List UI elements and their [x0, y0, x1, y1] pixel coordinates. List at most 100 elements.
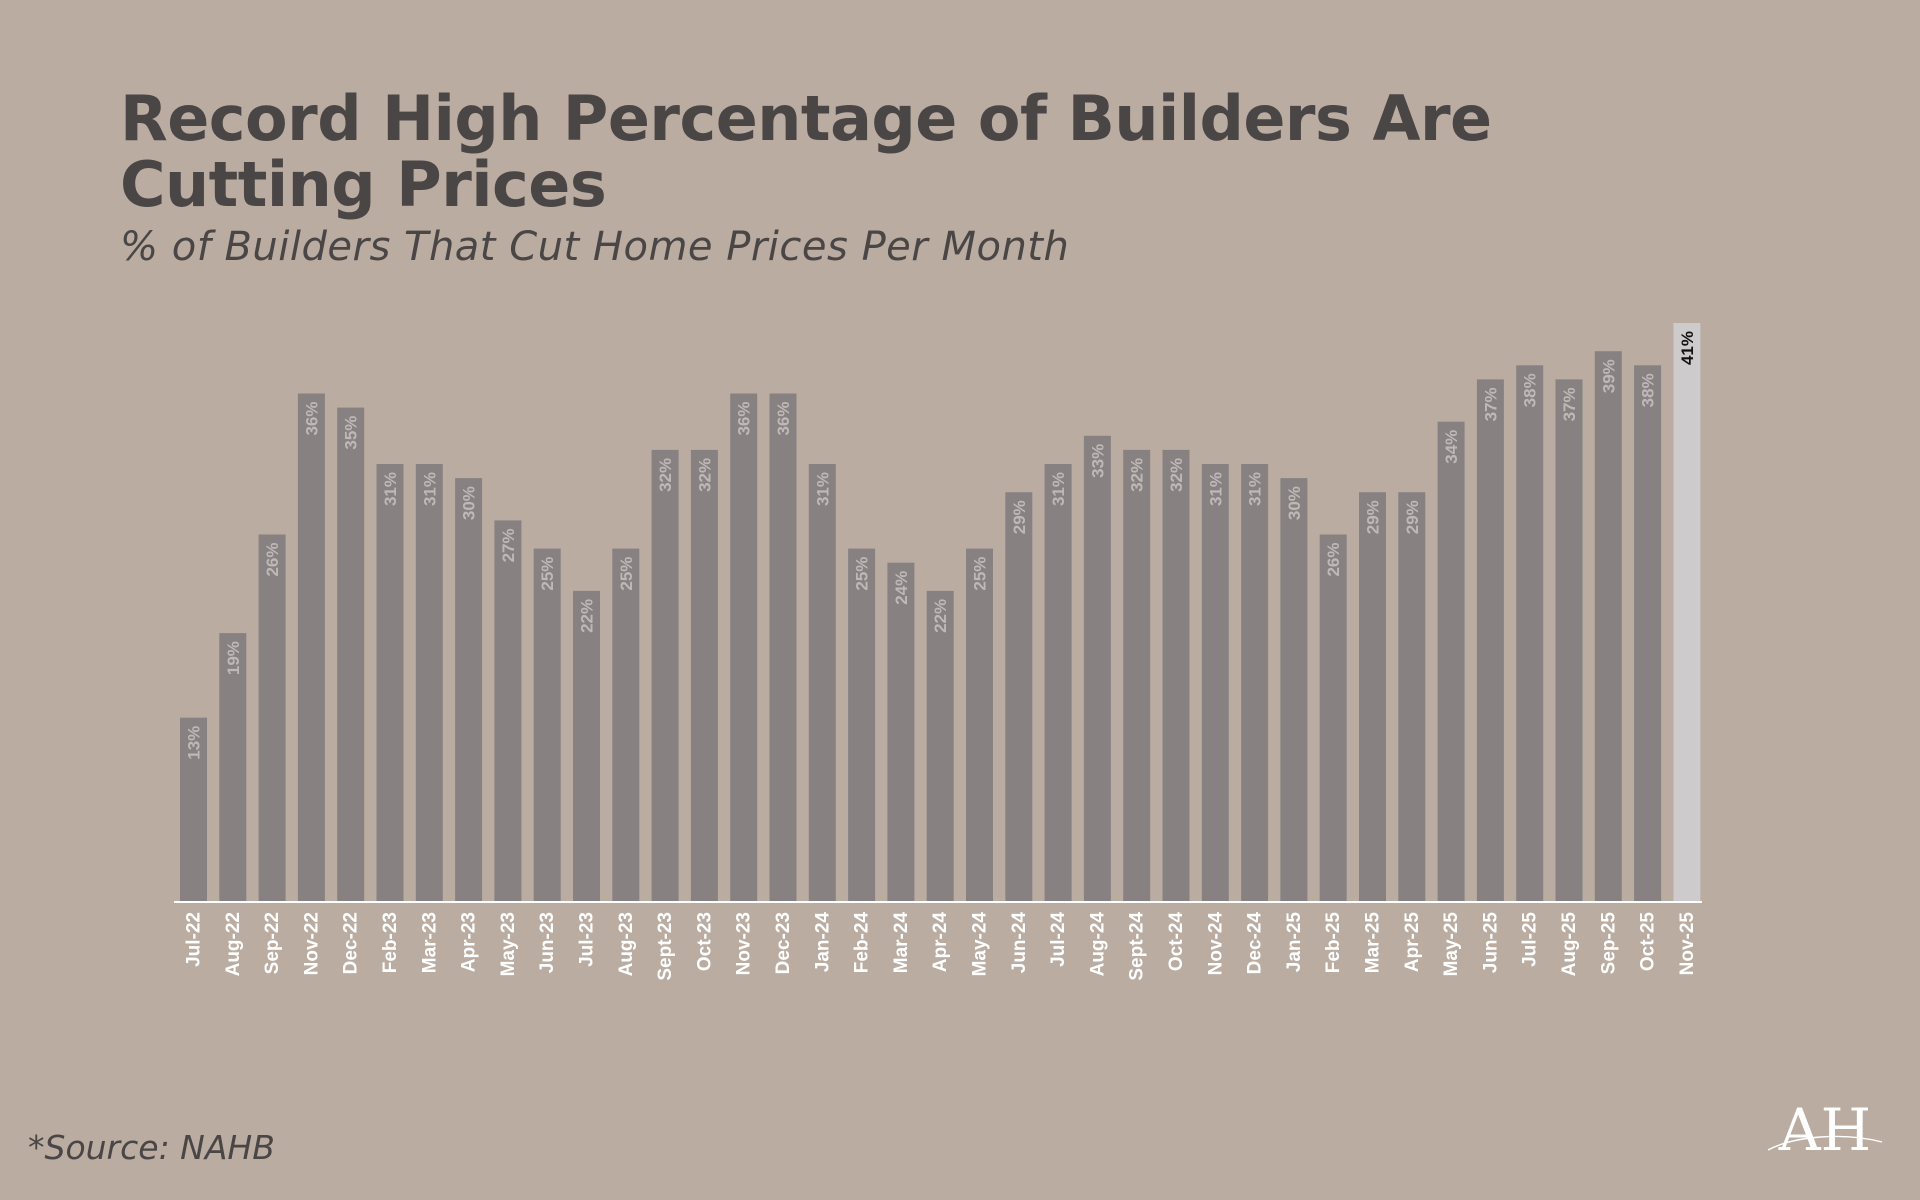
- x-tick-label: Oct-23: [694, 912, 715, 971]
- x-tick-label: Jul-25: [1520, 912, 1541, 967]
- x-tick-label: Mar-23: [419, 912, 440, 973]
- bar-value-label: 38%: [1639, 373, 1658, 407]
- x-tick-label: Nov-25: [1677, 912, 1698, 976]
- bar-value-label: 31%: [1049, 472, 1068, 506]
- bar-jan-25: [1280, 478, 1308, 901]
- bar-value-label: 22%: [931, 599, 950, 633]
- bar-value-label: 31%: [813, 472, 832, 506]
- brand-logo: AH: [1767, 1096, 1883, 1160]
- x-tick-label: Apr-23: [459, 912, 480, 972]
- bar-value-label: 32%: [1128, 458, 1147, 492]
- x-tick-label: Sept-23: [655, 912, 676, 981]
- bar-value-label: 36%: [302, 402, 321, 436]
- x-tick-label: May-23: [498, 912, 519, 976]
- bar-value-label: 32%: [695, 458, 714, 492]
- bar-value-label: 32%: [1167, 458, 1186, 492]
- logo-lettering: AH: [1778, 1096, 1871, 1160]
- bar-jun-25: [1476, 379, 1504, 901]
- bar-value-label: 25%: [971, 557, 990, 591]
- bar-mar-24: [887, 562, 915, 901]
- x-tick-label: Jun-25: [1480, 912, 1501, 974]
- x-tick-label: Aug-23: [616, 912, 637, 976]
- bar-value-label: 30%: [1285, 486, 1304, 520]
- bar-jul-23: [573, 590, 600, 901]
- logo-flourish: [1767, 1135, 1883, 1151]
- bar-mar-23: [415, 464, 443, 901]
- bar-value-label: 38%: [1521, 373, 1540, 407]
- bar-value-label: 22%: [578, 599, 597, 633]
- bar-nov-24: [1201, 464, 1229, 901]
- bar-may-24: [966, 548, 993, 901]
- bar-value-label: 25%: [538, 557, 557, 591]
- x-tick-label: Sept-24: [1127, 912, 1148, 981]
- bar-aug-23: [612, 548, 640, 901]
- x-tick-label: Jun-23: [537, 912, 558, 973]
- x-tick-label: Sep-22: [262, 912, 283, 974]
- x-tick-label: May-25: [1441, 912, 1462, 977]
- bar-jul-22: [180, 717, 207, 901]
- x-tick-label: Aug-24: [1087, 912, 1108, 977]
- bar-value-label: 37%: [1481, 387, 1500, 421]
- bar-value-label: 30%: [460, 486, 479, 520]
- chart-title: Record High Percentage of Builders Are C…: [120, 82, 1492, 221]
- bar-dec-24: [1241, 464, 1269, 901]
- bar-oct-25: [1634, 365, 1662, 901]
- x-tick-label: Dec-23: [773, 912, 794, 974]
- bar-sep-22: [258, 534, 286, 901]
- x-tick-label: Aug-22: [223, 912, 244, 976]
- x-tick-label: Jul-24: [1048, 912, 1069, 967]
- bar-dec-23: [769, 393, 797, 901]
- bars-group: [180, 323, 1701, 901]
- bar-labels-group: 13% 19% 26% 36% 35% 31% 31% 30% 27% 25% 22% 25% 32% 3…: [185, 331, 1697, 760]
- bar-value-label: 31%: [381, 472, 400, 506]
- x-tick-label: Nov-24: [1205, 912, 1226, 976]
- x-tick-label: Feb-24: [852, 912, 873, 974]
- x-tick-label: Aug-25: [1559, 912, 1580, 977]
- bar-jul-24: [1044, 464, 1072, 901]
- x-tick-label: Jan-24: [812, 912, 833, 973]
- bar-oct-23: [690, 449, 718, 901]
- bar-apr-25: [1398, 492, 1426, 901]
- x-tick-label: Feb-23: [380, 912, 401, 973]
- x-tick-label: Jul-22: [184, 912, 205, 967]
- x-tick-label: Apr-25: [1402, 912, 1423, 973]
- bar-aug-22: [219, 633, 247, 901]
- x-tick-labels-group: Jul-22 Aug-22 Sep-22 Nov-22 Dec-22 Feb-23 Mar-…: [184, 912, 1698, 981]
- source-note: *Source: NAHB: [28, 1128, 275, 1167]
- bar-aug-25: [1555, 379, 1583, 901]
- x-tick-label: Mar-25: [1363, 912, 1384, 974]
- bar-sept-24: [1123, 449, 1151, 901]
- bar-value-label: 31%: [420, 472, 439, 506]
- chart-subtitle: % of Builders That Cut Home Prices Per M…: [120, 224, 1070, 270]
- x-tick-label: Jan-25: [1284, 912, 1305, 973]
- bar-apr-23: [455, 478, 483, 901]
- bar-value-label: 41%: [1678, 331, 1697, 365]
- bar-aug-24: [1083, 435, 1111, 901]
- bar-nov-22: [297, 393, 325, 901]
- bar-value-label: 25%: [617, 557, 636, 591]
- bar-value-label: 36%: [735, 402, 754, 436]
- bar-feb-23: [376, 464, 404, 901]
- bar-nov-23: [730, 393, 758, 901]
- x-tick-label: Jul-23: [577, 912, 598, 967]
- bar-value-label: 34%: [1442, 430, 1461, 464]
- x-tick-label: Jun-24: [1009, 912, 1030, 974]
- bar-jun-24: [1005, 492, 1033, 901]
- bar-value-label: 24%: [892, 571, 911, 605]
- x-tick-label: May-24: [970, 912, 991, 977]
- bar-value-label: 25%: [853, 557, 872, 591]
- x-tick-label: Dec-24: [1245, 912, 1266, 975]
- x-tick-label: Feb-25: [1323, 912, 1344, 974]
- bar-value-label: 26%: [1324, 543, 1343, 577]
- x-tick-label: Apr-24: [930, 912, 951, 973]
- bar-may-23: [494, 520, 522, 901]
- bar-value-label: 31%: [1206, 472, 1225, 506]
- bar-value-label: 13%: [185, 726, 204, 760]
- bar-apr-24: [926, 590, 954, 901]
- bar-value-label: 36%: [774, 402, 793, 436]
- bar-jan-24: [808, 464, 836, 901]
- bar-value-label: 27%: [499, 528, 518, 562]
- bar-value-label: 33%: [1088, 444, 1107, 478]
- x-tick-label: Sep-25: [1598, 912, 1619, 975]
- x-tick-label: Nov-22: [301, 912, 322, 975]
